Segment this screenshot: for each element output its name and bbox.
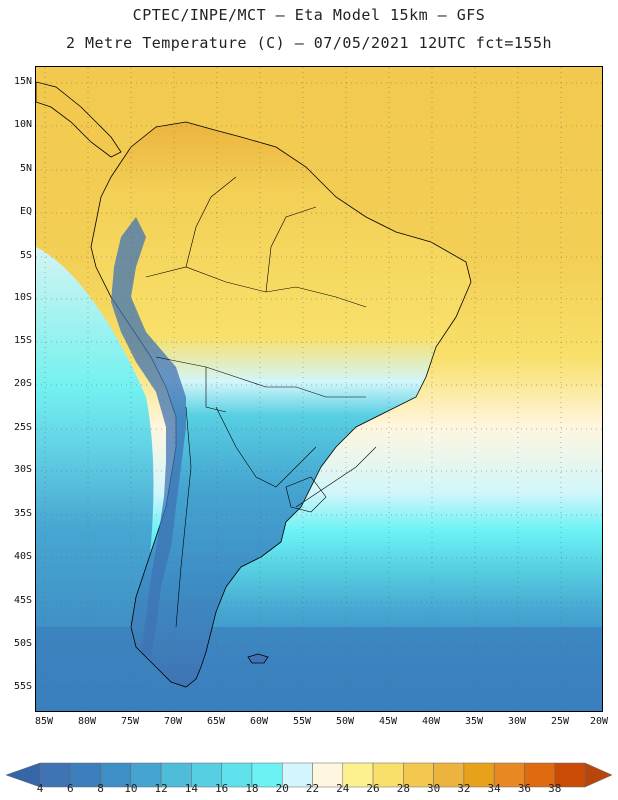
colorbar-tick-label: 38 — [548, 782, 562, 795]
colorbar-tick-label: 26 — [366, 782, 380, 795]
lat-label: 55S — [13, 681, 32, 692]
lat-label: 5S — [19, 250, 32, 261]
colorbar-swatch — [191, 762, 222, 788]
colorbar-tick-label: 18 — [245, 782, 259, 795]
colorbar-tick-label: 10 — [124, 782, 138, 795]
lat-label: 10S — [13, 292, 32, 303]
lat-label: EQ — [19, 206, 32, 217]
lat-label: 5N — [19, 163, 32, 174]
lon-label: 20W — [589, 716, 609, 727]
lat-label: 15N — [13, 76, 32, 87]
lat-label: 25S — [13, 422, 32, 433]
colorbar-tick-label: 14 — [184, 782, 198, 795]
uruguay-border — [285, 476, 327, 513]
lat-label: 45S — [13, 595, 32, 606]
colorbar-swatch — [281, 762, 313, 788]
temperature-map — [35, 66, 603, 712]
colorbar-swatch — [312, 762, 344, 788]
lat-label: 35S — [13, 508, 32, 519]
lon-label: 65W — [206, 716, 226, 727]
colorbar-tick-label: 24 — [336, 782, 350, 795]
map-canvas — [36, 67, 602, 711]
lat-label: 20S — [13, 378, 32, 389]
lon-label: 85W — [34, 716, 54, 727]
lat-label: 30S — [13, 464, 32, 475]
andes-cold-band — [111, 217, 186, 657]
colorbar-tick-label: 4 — [36, 782, 44, 795]
lat-label: 50S — [13, 638, 32, 649]
colorbar-swatch — [160, 762, 192, 788]
colorbar-tick-label: 36 — [517, 782, 532, 795]
colorbar-tick-label: 16 — [215, 782, 229, 795]
lon-label: 70W — [163, 716, 183, 727]
colorbar-tick-label: 8 — [97, 782, 104, 795]
colorbar-tick-label: 6 — [66, 782, 74, 795]
colorbar-swatch — [100, 762, 132, 788]
lon-label: 25W — [550, 716, 570, 727]
falkland-islands — [247, 653, 269, 664]
country-borders — [145, 176, 377, 628]
lon-label: 50W — [335, 716, 355, 727]
pacific-field — [36, 247, 154, 711]
central-america — [36, 81, 122, 158]
colorbar-swatch — [433, 762, 465, 788]
southern-band — [36, 627, 602, 711]
colorbar-tick-label: 30 — [426, 782, 441, 795]
colorbar-swatch — [70, 762, 101, 788]
lon-label: 30W — [507, 716, 527, 727]
colorbar-high-arrow — [584, 762, 613, 788]
colorbar-swatch — [221, 762, 253, 788]
lon-label: 55W — [292, 716, 312, 727]
lat-label: 10N — [13, 119, 32, 130]
colorbar-tick-label: 22 — [305, 782, 320, 795]
lon-label: 80W — [77, 716, 97, 727]
colorbar-swatch — [524, 762, 555, 788]
colorbar-swatch — [251, 762, 283, 788]
colorbar-swatch — [403, 762, 434, 788]
lon-label: 75W — [120, 716, 140, 727]
temperature-colorbar — [5, 762, 613, 788]
colorbar-tick-label: 20 — [275, 782, 289, 795]
lat-label: 15S — [13, 335, 32, 346]
colorbar-swatch — [130, 762, 162, 788]
colorbar-tick-label: 32 — [457, 782, 471, 795]
lon-label: 60W — [249, 716, 269, 727]
lon-label: 35W — [464, 716, 484, 727]
map-subtitle: 2 Metre Temperature (C) – 07/05/2021 12U… — [65, 34, 553, 52]
lon-label: 40W — [421, 716, 441, 727]
lon-label: 45W — [378, 716, 398, 727]
colorbar-tick-label: 12 — [154, 782, 168, 795]
lat-label: 40S — [13, 551, 32, 562]
colorbar-swatch — [39, 762, 71, 788]
map-title: CPTEC/INPE/MCT – Eta Model 15km – GFS — [132, 6, 486, 24]
colorbar-tick-label: 28 — [396, 782, 410, 795]
colorbar-tick-label: 34 — [487, 782, 501, 795]
